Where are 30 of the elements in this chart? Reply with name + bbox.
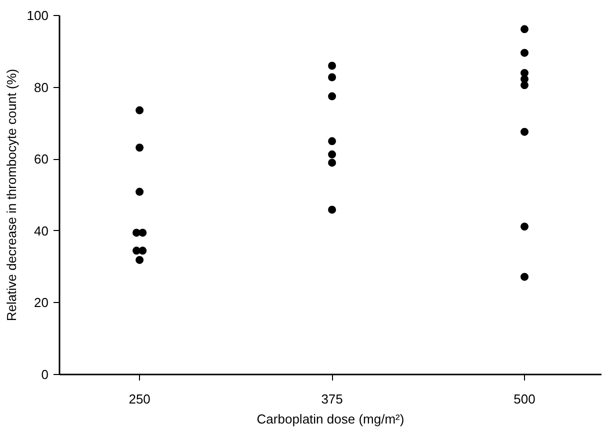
point xyxy=(328,137,336,146)
x-tick-label: 500 xyxy=(514,392,536,406)
y-tick-label: 100 xyxy=(26,8,49,23)
point xyxy=(136,256,144,264)
y-tick-label: 20 xyxy=(34,295,49,310)
point xyxy=(138,228,147,237)
y-tick-label: 80 xyxy=(34,80,49,95)
y-axis-title: Relative decrease in thrombocyte count (%) xyxy=(4,68,19,322)
point xyxy=(328,62,336,70)
y-tick-label: 0 xyxy=(41,367,49,382)
point xyxy=(328,73,336,82)
y-tick-label: 40 xyxy=(34,223,49,238)
x-tick-label: 375 xyxy=(321,392,343,406)
point xyxy=(136,144,144,152)
point xyxy=(328,206,336,214)
x-tick-label: 250 xyxy=(128,392,150,406)
point xyxy=(520,25,529,34)
point xyxy=(520,272,529,281)
point xyxy=(520,222,529,231)
point xyxy=(328,150,336,158)
y-tick-label: 60 xyxy=(34,152,49,167)
point xyxy=(138,246,147,255)
point xyxy=(520,128,529,136)
point xyxy=(136,188,144,196)
point xyxy=(136,106,144,114)
point xyxy=(520,81,529,90)
point xyxy=(328,92,336,100)
point xyxy=(328,158,336,167)
point xyxy=(520,48,529,57)
x-axis-title: Carboplatin dose (mg/m²) xyxy=(256,412,404,426)
